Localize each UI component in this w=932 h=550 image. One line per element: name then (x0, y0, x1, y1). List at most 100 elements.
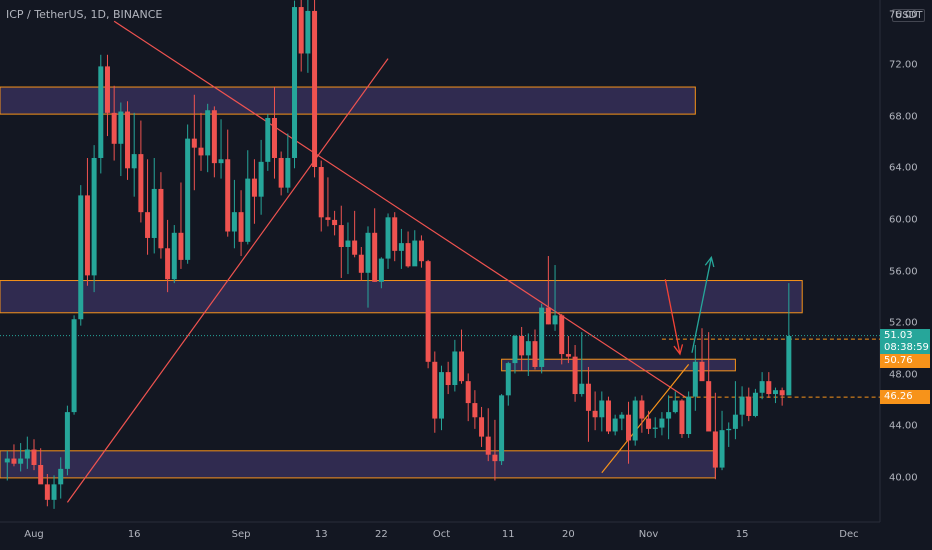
candle-body (666, 412, 672, 419)
price-tick: 40.00 (889, 472, 918, 484)
candle (58, 457, 64, 499)
candle (44, 474, 50, 507)
candle-body (285, 157, 291, 188)
candle-body (38, 465, 44, 485)
candle-body (325, 217, 331, 220)
last-price-value: 51.03 (884, 329, 913, 341)
date-tick: 11 (501, 529, 515, 540)
candle-body (719, 430, 725, 468)
price-tick: 72.00 (889, 59, 918, 71)
candle-body (679, 400, 685, 435)
price-tick: 76.00 (889, 9, 918, 21)
price-tick: 60.00 (889, 214, 918, 226)
candle (78, 185, 84, 326)
candle (118, 102, 124, 177)
candle-body (71, 319, 77, 413)
candle-body (712, 431, 718, 468)
price-tick: 44.00 (889, 420, 918, 432)
candle-body (392, 217, 398, 251)
drawings-layer (0, 20, 880, 503)
candle (485, 408, 491, 462)
candle (332, 210, 338, 236)
symbol-header[interactable]: ICP / TetherUS, 1D, BINANCE (6, 8, 164, 21)
candle-body (218, 159, 224, 164)
candle-body (726, 428, 732, 431)
candle (178, 182, 184, 269)
candle (512, 334, 518, 374)
candle (732, 381, 738, 440)
candle-body (505, 363, 511, 396)
price-tick: 52.00 (889, 317, 918, 329)
candle-body (205, 110, 211, 156)
candle-body (452, 351, 458, 386)
candle-body (492, 454, 498, 462)
candle-body (692, 361, 698, 397)
candle (605, 396, 611, 435)
candle (285, 133, 291, 193)
candle-body (672, 400, 678, 413)
candle (165, 219, 171, 293)
candle (612, 414, 618, 436)
candle (492, 419, 498, 481)
date-tick: Aug (24, 529, 44, 540)
price-tick: 48.00 (889, 369, 918, 381)
currency-label[interactable]: USDT (892, 9, 926, 22)
candle (138, 120, 144, 223)
candle-body (378, 258, 384, 282)
candle (626, 401, 632, 464)
candle-body (271, 117, 277, 158)
candle-body (365, 232, 371, 273)
candle (312, 0, 318, 178)
candle (18, 443, 24, 472)
candle (71, 315, 77, 415)
candle-body (4, 458, 10, 463)
zone-3 (501, 358, 736, 372)
candle-body (585, 383, 591, 411)
candle (205, 103, 211, 173)
candle (759, 372, 765, 400)
candle (459, 329, 465, 384)
candle-body (525, 341, 531, 356)
candle (111, 85, 117, 161)
candle-body (245, 178, 251, 242)
zones-layer (0, 86, 803, 479)
date-tick: 13 (314, 529, 328, 540)
candle-body (779, 390, 785, 396)
candle (225, 129, 231, 237)
candle (579, 332, 585, 397)
candle (632, 396, 638, 446)
candle (392, 212, 398, 262)
candle-body (619, 414, 625, 419)
candle (211, 106, 217, 178)
candle-body (231, 212, 237, 232)
candle (231, 179, 237, 249)
candle (619, 412, 625, 431)
candle (452, 339, 458, 392)
candle-body (258, 161, 264, 197)
candle (258, 139, 264, 215)
candle-body (626, 414, 632, 441)
candle-body (418, 240, 424, 262)
candle (438, 365, 444, 431)
candle (51, 475, 57, 509)
countdown-value: 08:38:59 (884, 341, 929, 353)
candle-body (298, 7, 304, 54)
candle (238, 190, 244, 257)
candle (405, 231, 411, 268)
candle (739, 386, 745, 427)
candle-body (752, 392, 758, 416)
candle (271, 87, 277, 179)
candle-body (191, 138, 197, 148)
candle-body (579, 383, 585, 395)
candle-body (532, 341, 538, 367)
candle (779, 387, 785, 406)
candle-body (125, 111, 131, 169)
candle-body (171, 232, 177, 280)
zone-4 (0, 450, 716, 479)
candle (171, 225, 177, 284)
candle-body (312, 10, 318, 168)
candle-body (612, 418, 618, 432)
date-tick: 16 (127, 529, 141, 540)
candle-body (138, 154, 144, 213)
